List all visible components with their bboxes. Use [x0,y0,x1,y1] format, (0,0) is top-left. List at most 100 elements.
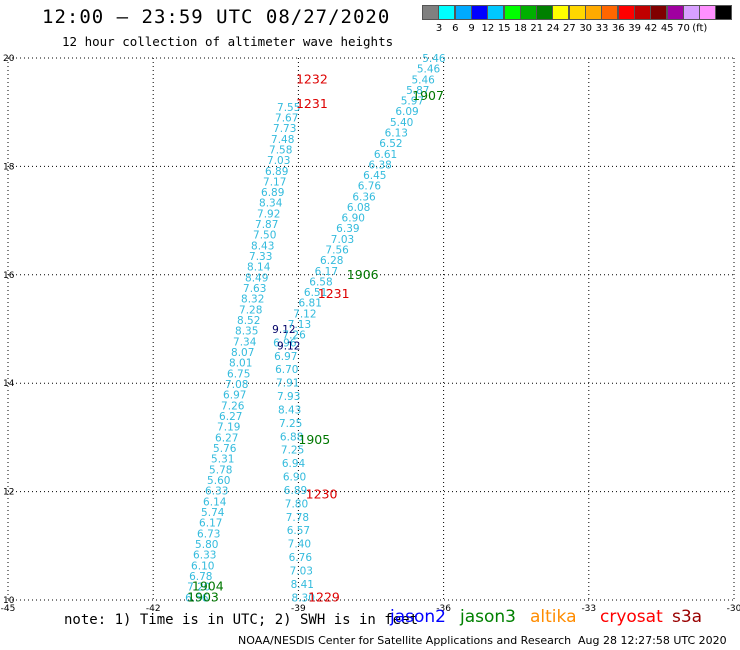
wave-height-value: 6.27 [215,432,238,444]
wave-height-value: 6.17 [199,518,222,530]
wave-height-value: 5.31 [211,454,234,466]
wave-height-value: 6.78 [189,571,212,583]
legend-label: 3 [435,23,443,34]
wave-height-value: 8.07 [231,347,254,359]
wave-height-value: 7.03 [331,234,354,246]
wave-height-value: 6.08 [347,202,370,214]
wave-height-value: 6.36 [352,191,376,203]
wave-height-value: 5.87 [406,85,429,97]
pass-time-label: 1906 [347,267,379,282]
wave-height-value: 7.67 [275,112,298,124]
pass-time-label: 1907 [412,88,444,103]
wave-height-value: 8.41 [291,579,314,591]
wave-height-value: 6.88 [280,431,303,443]
mission-cryosat: cryosat [600,607,663,627]
legend-label: 6 [452,23,459,34]
wave-height-value: 5.40 [390,117,413,129]
wave-height-value: 7.25 [279,418,302,430]
legend-label: 18 [514,23,527,34]
wave-height-value: 5.46 [417,64,441,76]
credit-text: NOAA/NESDIS Center for Satellite Applica… [238,634,572,647]
wave-height-value: 8.14 [247,262,271,274]
mission-jason2: jason2 [390,607,446,627]
legend-label: 9 [468,23,475,34]
wave-height-value: 6.09 [395,106,418,118]
wave-height-value: 6.90 [342,213,365,225]
wave-height-value: 6.81 [299,298,322,310]
legend-label: 30 [579,23,593,34]
wave-height-value: 6.45 [363,170,386,182]
legend-label: 21 [530,23,544,34]
wave-height-value: 8.32 [241,294,264,306]
y-tick-label: 18 [3,162,15,172]
legend-swatch [715,5,733,20]
wave-height-value: 6.61 [374,149,397,161]
wave-height-value: 6.57 [287,525,310,537]
wave-height-value: 6.17 [315,266,338,278]
wave-height-value: 7.48 [271,134,294,146]
wave-height-value: 6.73 [197,528,220,540]
x-tick-label: -45 [1,604,16,614]
wave-height-value: 7.92 [257,208,280,220]
wave-height-value: 6.33 [205,486,228,498]
wave-height-value: 5.78 [209,464,232,476]
wave-height-value: 5.46 [411,74,435,86]
wave-height-value: 6.89 [261,187,284,199]
generated-timestamp: Aug 28 12:27:58 UTC 2020 [578,634,727,647]
pass-time-label: 1232 [296,72,328,87]
wave-height-value: 7.26 [282,330,306,342]
wave-height-value: 5.46 [422,53,446,65]
wave-height-value: 6.96 [273,337,297,349]
wave-height-value: 6.51 [304,287,327,299]
wave-height-value: 7.19 [217,422,240,434]
wave-height-value: 6.14 [203,496,227,508]
wave-height-value: 6.70 [275,364,298,376]
wave-height-value: 7.50 [253,230,276,242]
wave-height-value: 6.39 [336,223,359,235]
wave-height-value: 6.90 [283,472,306,484]
wave-height-value: 5.60 [207,475,230,487]
wave-height-value: 8.52 [237,315,260,327]
legend-label: 70 [677,23,690,34]
legend-label: 24 [546,23,560,34]
wave-height-value: 8.43 [251,240,274,252]
wave-height-value: 7.55 [277,102,300,114]
mission-jason3: jason3 [460,607,516,627]
y-tick-label: 14 [3,379,15,389]
wave-height-value: 6.58 [309,276,332,288]
wave-height-value: 7.20 [187,582,210,594]
wave-height-value: 5.76 [213,443,237,455]
legend-label: 42 [644,23,658,34]
wave-height-value: 7.87 [255,219,278,231]
wave-height-value: 6.52 [379,138,402,150]
page-subtitle: 12 hour collection of altimeter wave hei… [62,34,394,49]
wave-height-value: 6.76 [289,552,313,564]
pass-time-label: 1230 [306,486,338,501]
wave-height-value: 6.33 [193,550,216,562]
wave-height-value: 6.56 [185,592,209,604]
wave-height-value: 7.08 [225,379,248,391]
wave-height-value: 7.26 [221,400,245,412]
wave-height-value: 7.34 [233,336,257,348]
y-tick-label: 20 [3,54,15,64]
wave-height-value: 6.28 [320,255,343,267]
legend-label: 45 [660,23,674,34]
y-tick-label: 10 [3,596,15,606]
wave-height-value: 9.12 [277,340,300,352]
wave-height-value: 7.78 [286,512,309,524]
wave-height-value: 6.97 [274,351,297,363]
wave-height-value: 7.80 [285,498,308,510]
wave-height-value: 6.97 [223,390,246,402]
pass-time-label: 1231 [296,96,328,111]
wave-height-value: 7.58 [269,144,292,156]
wave-height-value: 8.30 [292,592,315,604]
wave-height-value: 7.73 [273,123,296,135]
legend-label: 15 [497,23,511,34]
wave-height-value: 7.03 [290,565,313,577]
wave-height-value: 8.43 [278,404,301,416]
page-title: 12:00 – 23:59 UTC 08/27/2020 [42,6,391,28]
x-tick-label: -42 [146,604,161,614]
wave-height-value: 8.35 [235,326,258,338]
